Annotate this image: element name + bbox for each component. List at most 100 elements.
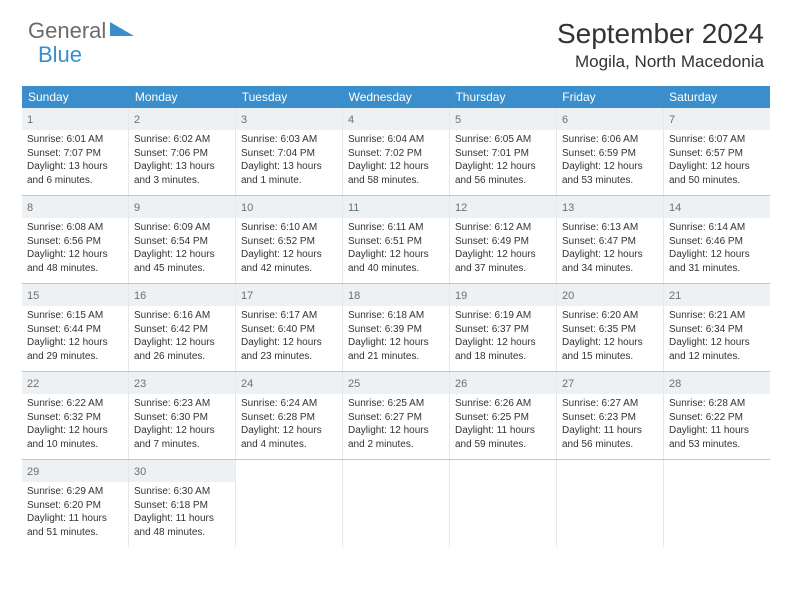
day-number-row: 30: [129, 460, 235, 482]
day-cell: 10 Sunrise: 6:10 AMSunset: 6:52 PMDayligh…: [236, 196, 343, 283]
day-cell: 13 Sunrise: 6:13 AMSunset: 6:47 PMDayligh…: [557, 196, 664, 283]
day-number: 19: [455, 290, 467, 302]
day-number: 8: [27, 202, 33, 214]
day-number: 4: [348, 114, 354, 126]
day-number-row: 17: [236, 284, 342, 306]
day-details: Sunrise: 6:26 AMSunset: 6:25 PMDaylight:…: [455, 397, 551, 451]
day-cell: 28Sunrise: 6:28 AMSunset: 6:22 PMDayligh…: [664, 372, 770, 459]
location: Mogila, North Macedonia: [557, 52, 764, 72]
day-cell: 1Sunrise: 6:01 AMSunset: 7:07 PMDaylight…: [22, 108, 129, 195]
day-number: 13: [562, 202, 574, 214]
day-cell: 30Sunrise: 6:30 AMSunset: 6:18 PMDayligh…: [129, 460, 236, 547]
day-number: 24: [241, 378, 253, 390]
title-block: September 2024 Mogila, North Macedonia: [557, 18, 764, 72]
day-number: 25: [348, 378, 360, 390]
day-cell: 4Sunrise: 6:04 AMSunset: 7:02 PMDaylight…: [343, 108, 450, 195]
day-number: 5: [455, 114, 461, 126]
weekday-header: Thursday: [449, 86, 556, 108]
day-details: Sunrise: 6:10 AMSunset: 6:52 PMDaylight:…: [241, 221, 337, 275]
day-cell: [450, 460, 557, 547]
day-details: Sunrise: 6:09 AMSunset: 6:54 PMDaylight:…: [134, 221, 230, 275]
day-cell: [664, 460, 770, 547]
day-details: Sunrise: 6:13 AMSunset: 6:47 PMDaylight:…: [562, 221, 658, 275]
day-details: Sunrise: 6:01 AMSunset: 7:07 PMDaylight:…: [27, 133, 123, 187]
day-cell: 9 Sunrise: 6:09 AMSunset: 6:54 PMDaylight…: [129, 196, 236, 283]
week-row: 22 Sunrise: 6:22 AMSunset: 6:32 PMDayligh…: [22, 371, 770, 459]
day-cell: 8 Sunrise: 6:08 AMSunset: 6:56 PMDaylight…: [22, 196, 129, 283]
day-number-row: 28: [664, 372, 770, 394]
day-number-row: 13: [557, 196, 663, 218]
day-details: Sunrise: 6:22 AMSunset: 6:32 PMDaylight:…: [27, 397, 123, 451]
header: General September 2024 Mogila, North Mac…: [0, 0, 792, 80]
day-number: 17: [241, 290, 253, 302]
day-number-row: 19: [450, 284, 556, 306]
week-row: 8 Sunrise: 6:08 AMSunset: 6:56 PMDaylight…: [22, 195, 770, 283]
weekday-header: Tuesday: [236, 86, 343, 108]
day-number: 22: [27, 378, 39, 390]
day-details: Sunrise: 6:27 AMSunset: 6:23 PMDaylight:…: [562, 397, 658, 451]
day-cell: 19Sunrise: 6:19 AMSunset: 6:37 PMDayligh…: [450, 284, 557, 371]
day-details: Sunrise: 6:12 AMSunset: 6:49 PMDaylight:…: [455, 221, 551, 275]
week-row: 29 Sunrise: 6:29 AMSunset: 6:20 PMDayligh…: [22, 459, 770, 547]
day-details: Sunrise: 6:07 AMSunset: 6:57 PMDaylight:…: [669, 133, 765, 187]
day-number-row: 7: [664, 108, 770, 130]
day-cell: 3 Sunrise: 6:03 AMSunset: 7:04 PMDaylight…: [236, 108, 343, 195]
day-number-row: 27: [557, 372, 663, 394]
day-number: 14: [669, 202, 681, 214]
day-number-row: 21: [664, 284, 770, 306]
week-row: 15Sunrise: 6:15 AMSunset: 6:44 PMDayligh…: [22, 283, 770, 371]
day-cell: 27 Sunrise: 6:27 AMSunset: 6:23 PMDayligh…: [557, 372, 664, 459]
day-cell: 20Sunrise: 6:20 AMSunset: 6:35 PMDayligh…: [557, 284, 664, 371]
day-number-row: 22: [22, 372, 128, 394]
day-number-row: 8: [22, 196, 128, 218]
day-number: 29: [27, 466, 39, 478]
day-details: Sunrise: 6:18 AMSunset: 6:39 PMDaylight:…: [348, 309, 444, 363]
day-number: 12: [455, 202, 467, 214]
day-details: Sunrise: 6:29 AMSunset: 6:20 PMDaylight:…: [27, 485, 123, 539]
day-details: Sunrise: 6:06 AMSunset: 6:59 PMDaylight:…: [562, 133, 658, 187]
day-number-row: 26: [450, 372, 556, 394]
day-number-row: 24: [236, 372, 342, 394]
day-details: Sunrise: 6:17 AMSunset: 6:40 PMDaylight:…: [241, 309, 337, 363]
weekday-header: Saturday: [663, 86, 770, 108]
day-number: 16: [134, 290, 146, 302]
day-details: Sunrise: 6:20 AMSunset: 6:35 PMDaylight:…: [562, 309, 658, 363]
day-number: 23: [134, 378, 146, 390]
day-number: 30: [134, 466, 146, 478]
logo: General: [28, 18, 136, 44]
day-number-row: 25: [343, 372, 449, 394]
day-cell: [343, 460, 450, 547]
weekday-header-row: SundayMondayTuesdayWednesdayThursdayFrid…: [22, 86, 770, 108]
day-cell: 29 Sunrise: 6:29 AMSunset: 6:20 PMDayligh…: [22, 460, 129, 547]
day-number: 15: [27, 290, 39, 302]
day-details: Sunrise: 6:05 AMSunset: 7:01 PMDaylight:…: [455, 133, 551, 187]
day-number: 9: [134, 202, 140, 214]
day-number: 7: [669, 114, 675, 126]
logo-text-1: General: [28, 18, 106, 44]
day-details: Sunrise: 6:03 AMSunset: 7:04 PMDaylight:…: [241, 133, 337, 187]
day-number-row: 14: [664, 196, 770, 218]
day-number: 10: [241, 202, 253, 214]
day-cell: 12 Sunrise: 6:12 AMSunset: 6:49 PMDayligh…: [450, 196, 557, 283]
day-details: Sunrise: 6:21 AMSunset: 6:34 PMDaylight:…: [669, 309, 765, 363]
day-cell: 16Sunrise: 6:16 AMSunset: 6:42 PMDayligh…: [129, 284, 236, 371]
day-cell: 15Sunrise: 6:15 AMSunset: 6:44 PMDayligh…: [22, 284, 129, 371]
day-number-row: 23: [129, 372, 235, 394]
day-number-row: 11: [343, 196, 449, 218]
day-cell: 7 Sunrise: 6:07 AMSunset: 6:57 PMDaylight…: [664, 108, 770, 195]
day-cell: 17 Sunrise: 6:17 AMSunset: 6:40 PMDayligh…: [236, 284, 343, 371]
day-number: 28: [669, 378, 681, 390]
day-cell: 23 Sunrise: 6:23 AMSunset: 6:30 PMDayligh…: [129, 372, 236, 459]
day-details: Sunrise: 6:23 AMSunset: 6:30 PMDaylight:…: [134, 397, 230, 451]
day-number-row: 9: [129, 196, 235, 218]
day-details: Sunrise: 6:08 AMSunset: 6:56 PMDaylight:…: [27, 221, 123, 275]
day-details: Sunrise: 6:25 AMSunset: 6:27 PMDaylight:…: [348, 397, 444, 451]
day-number: 3: [241, 114, 247, 126]
day-number-row: 15: [22, 284, 128, 306]
logo-text-2: Blue: [38, 42, 82, 68]
day-cell: [557, 460, 664, 547]
weekday-header: Monday: [129, 86, 236, 108]
calendar: SundayMondayTuesdayWednesdayThursdayFrid…: [22, 86, 770, 547]
day-number: 2: [134, 114, 140, 126]
day-number-row: 6: [557, 108, 663, 130]
